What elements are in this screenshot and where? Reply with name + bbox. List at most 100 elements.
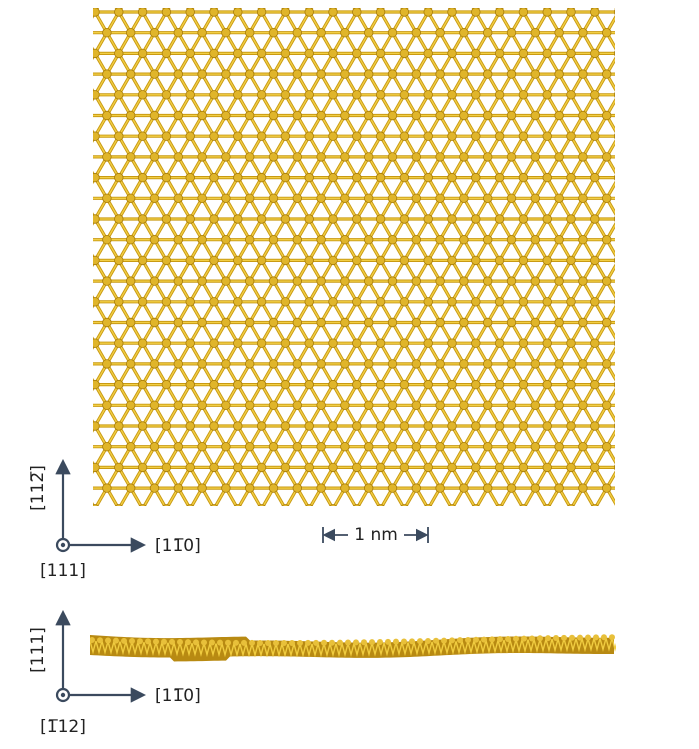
atom — [292, 400, 303, 411]
atom — [613, 257, 615, 264]
atom — [447, 462, 457, 473]
atom — [375, 48, 386, 59]
atom — [387, 276, 398, 286]
atom — [221, 234, 231, 245]
atom — [352, 48, 362, 59]
atom — [447, 214, 457, 224]
atom — [328, 48, 338, 59]
atom — [530, 234, 541, 245]
atom — [448, 504, 456, 506]
atom — [567, 504, 575, 506]
atom — [364, 359, 374, 369]
atom — [197, 193, 207, 204]
atom — [674, 70, 683, 79]
atom — [489, 636, 495, 643]
atom — [375, 338, 386, 348]
atom — [459, 276, 469, 286]
atom — [626, 70, 635, 79]
atom — [149, 234, 160, 245]
atom — [256, 338, 267, 348]
atom — [125, 483, 136, 493]
atom — [149, 28, 160, 38]
atom — [268, 442, 279, 452]
atom — [459, 317, 469, 328]
atom — [93, 48, 100, 59]
atom — [316, 193, 326, 204]
atom — [626, 28, 635, 37]
atom — [449, 637, 455, 644]
atom — [185, 214, 195, 224]
atom — [149, 483, 160, 493]
atom — [244, 28, 255, 38]
atom — [162, 504, 171, 506]
atom — [93, 8, 100, 17]
atom — [353, 639, 359, 646]
atom — [473, 636, 479, 643]
atom — [674, 442, 683, 451]
atom — [626, 111, 635, 120]
atom — [268, 110, 279, 121]
atom — [114, 379, 124, 390]
atom — [590, 214, 600, 224]
atom — [364, 400, 374, 411]
atom — [554, 152, 564, 162]
atom — [471, 131, 481, 141]
atom — [292, 483, 303, 493]
atom — [340, 442, 350, 452]
atom — [125, 193, 136, 204]
band-bonds — [90, 638, 616, 658]
atom — [149, 69, 160, 79]
atom — [399, 421, 410, 431]
atom — [268, 234, 279, 245]
atom — [674, 525, 683, 534]
atom — [650, 401, 659, 410]
atom — [662, 380, 671, 389]
atom — [209, 131, 219, 141]
atom — [105, 637, 111, 644]
atom — [662, 8, 671, 17]
atom — [185, 338, 195, 348]
atom — [79, 525, 88, 534]
atom — [387, 28, 398, 38]
atom — [506, 69, 517, 79]
atom — [542, 8, 552, 17]
atom — [447, 131, 457, 141]
atom — [173, 483, 184, 493]
atom — [268, 193, 279, 204]
atom — [602, 442, 612, 452]
atom — [292, 152, 303, 162]
atom — [149, 359, 160, 369]
atom — [149, 276, 160, 286]
atom — [459, 110, 469, 121]
atom — [316, 400, 326, 411]
atom — [578, 110, 588, 121]
atom — [465, 636, 471, 643]
atom — [93, 504, 99, 506]
atom — [459, 28, 469, 38]
atom — [578, 152, 588, 162]
atom — [423, 462, 433, 473]
atom — [483, 483, 493, 493]
atom — [280, 462, 291, 473]
atom — [197, 359, 207, 369]
atom — [93, 297, 100, 307]
atom — [471, 255, 481, 266]
atom — [329, 639, 335, 646]
atom — [67, 49, 76, 58]
atom — [401, 638, 407, 645]
atom — [197, 317, 207, 328]
atom — [209, 297, 219, 307]
atom — [400, 504, 409, 506]
atom — [67, 505, 76, 514]
atom — [472, 504, 480, 506]
atom — [494, 379, 505, 390]
atom — [662, 298, 671, 307]
atom — [590, 8, 600, 17]
atom — [566, 462, 576, 473]
atom — [221, 110, 231, 121]
atom — [530, 69, 541, 79]
atom — [79, 442, 88, 451]
atom — [280, 297, 291, 307]
atom — [375, 172, 386, 183]
atom — [447, 90, 457, 100]
